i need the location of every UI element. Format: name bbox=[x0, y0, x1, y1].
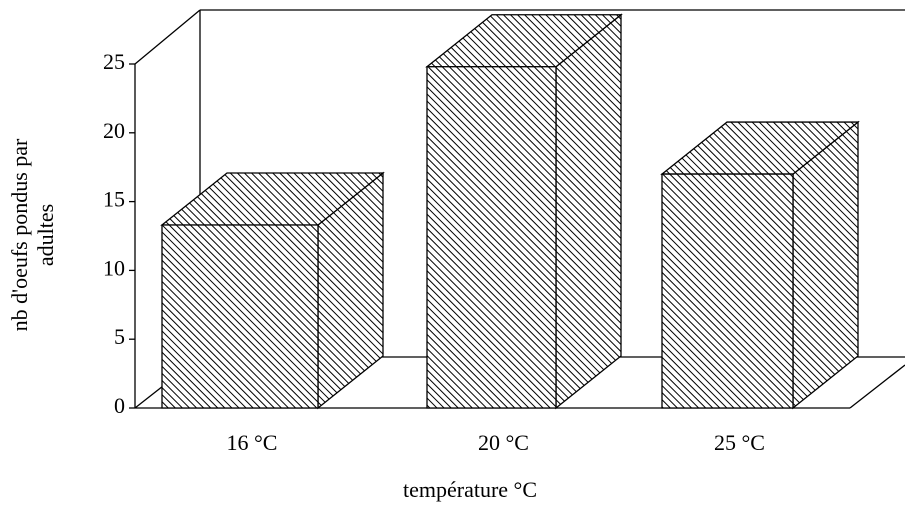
bar-face bbox=[661, 173, 794, 409]
y-tick-label: 20 bbox=[103, 118, 125, 143]
y-tick-label: 15 bbox=[103, 187, 125, 212]
bar-face bbox=[555, 13, 622, 410]
y-axis-title-line: nb d'oeufs pondus par bbox=[7, 138, 32, 331]
bar bbox=[425, 13, 623, 410]
x-tick-label: 20 °C bbox=[478, 430, 529, 455]
bar bbox=[160, 171, 385, 410]
x-tick-label: 25 °C bbox=[714, 430, 765, 455]
y-axis-title: nb d'oeufs pondus par adultes bbox=[7, 138, 58, 331]
y-axis-title-line: adultes bbox=[33, 204, 58, 266]
x-tick-label: 16 °C bbox=[227, 430, 278, 455]
bar-face bbox=[426, 66, 557, 409]
bar bbox=[660, 120, 860, 410]
bar-face bbox=[161, 224, 319, 409]
y-tick-label: 10 bbox=[103, 255, 125, 280]
y-tick-label: 5 bbox=[114, 324, 125, 349]
y-tick-label: 25 bbox=[103, 49, 125, 74]
x-axis-title: température °C bbox=[403, 477, 537, 502]
y-tick-label: 0 bbox=[114, 393, 125, 418]
